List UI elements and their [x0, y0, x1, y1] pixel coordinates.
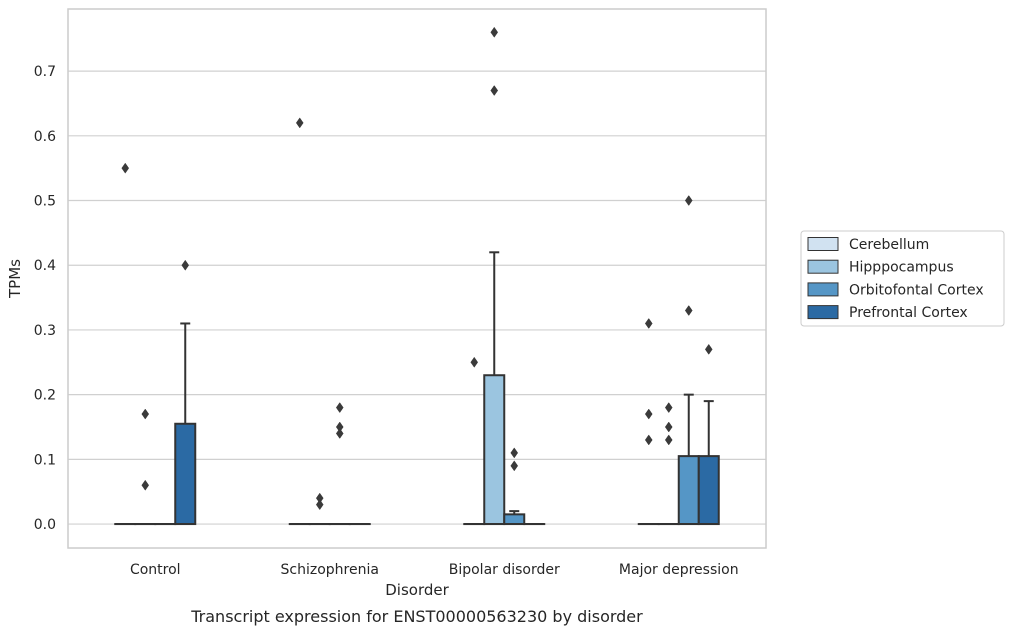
outlier-point — [664, 402, 673, 414]
legend: Cerebellum Hipppocampus Orbitofontal Corte… — [800, 230, 1005, 327]
outlier-point — [490, 85, 499, 96]
outlier-point — [664, 421, 673, 433]
y-tick-label: 0.2 — [34, 388, 56, 404]
legend-frame — [800, 230, 1005, 327]
y-tick-label: 0.1 — [34, 452, 56, 468]
box-group — [174, 259, 197, 526]
y-tick-label: 0.4 — [34, 258, 56, 274]
grid-lines — [68, 70, 766, 525]
box-group — [463, 356, 486, 526]
box — [677, 455, 700, 526]
box-plot-series — [114, 26, 720, 526]
legend-swatch — [807, 237, 839, 251]
x-axis-label: Disorder — [385, 581, 449, 599]
outlier-point — [335, 402, 344, 414]
outlier-point — [141, 479, 150, 491]
legend-label: Prefrontal Cortex — [849, 305, 968, 321]
y-tick-labels: 0.0 0.1 0.2 0.3 0.4 0.5 0.6 0.7 — [34, 64, 56, 533]
outlier-point — [181, 259, 190, 271]
x-tick-label: Schizophrenia — [281, 562, 379, 578]
legend-swatch — [807, 259, 839, 274]
outlier-point — [295, 117, 304, 129]
legend-label: Cerebellum — [849, 237, 929, 253]
y-tick-label: 0.7 — [34, 64, 56, 80]
outlier-point — [704, 343, 713, 355]
outlier-point — [510, 460, 519, 472]
outlier-point — [335, 428, 344, 439]
box-group — [503, 447, 526, 526]
box — [483, 374, 506, 526]
legend-label: Orbitofontal Cortex — [849, 282, 984, 298]
box-group — [483, 26, 506, 526]
legend-label: Hipppocampus — [849, 260, 954, 276]
outlier-point — [684, 195, 693, 206]
chart-caption: Transcript expression for ENST0000056323… — [190, 607, 643, 626]
outlier-point — [121, 162, 130, 174]
legend-swatch — [807, 305, 839, 320]
box-group — [308, 492, 331, 526]
outlier-point — [644, 434, 653, 446]
outlier-point — [490, 26, 499, 38]
box — [174, 422, 197, 526]
box-group — [697, 343, 720, 526]
box-group — [657, 402, 680, 526]
legend-swatch — [807, 282, 839, 297]
box-group — [637, 318, 660, 526]
box — [697, 455, 720, 526]
outlier-point — [470, 356, 479, 368]
x-tick-label: Bipolar disorder — [449, 562, 560, 578]
box-group — [288, 117, 311, 526]
x-tick-label: Control — [130, 562, 181, 578]
y-tick-label: 0.3 — [34, 323, 56, 339]
box-group — [677, 195, 700, 526]
x-tick-label: Major depression — [619, 562, 739, 578]
box-group — [328, 402, 351, 526]
y-tick-label: 0.0 — [34, 517, 56, 533]
outlier-point — [644, 318, 653, 329]
box-group — [114, 162, 137, 526]
outlier-point — [664, 434, 673, 446]
y-tick-label: 0.6 — [34, 129, 56, 145]
outlier-point — [684, 305, 693, 316]
box — [503, 513, 526, 526]
outlier-point — [141, 408, 150, 420]
y-tick-label: 0.5 — [34, 194, 56, 210]
box-group — [134, 408, 157, 526]
y-axis-label: TPMs — [6, 259, 24, 299]
outlier-point — [644, 408, 653, 420]
outlier-point — [510, 447, 519, 459]
x-tick-labels: Control Schizophrenia Bipolar disorder Majo… — [130, 562, 739, 578]
outlier-point — [315, 499, 324, 511]
plot-frame — [67, 8, 767, 549]
